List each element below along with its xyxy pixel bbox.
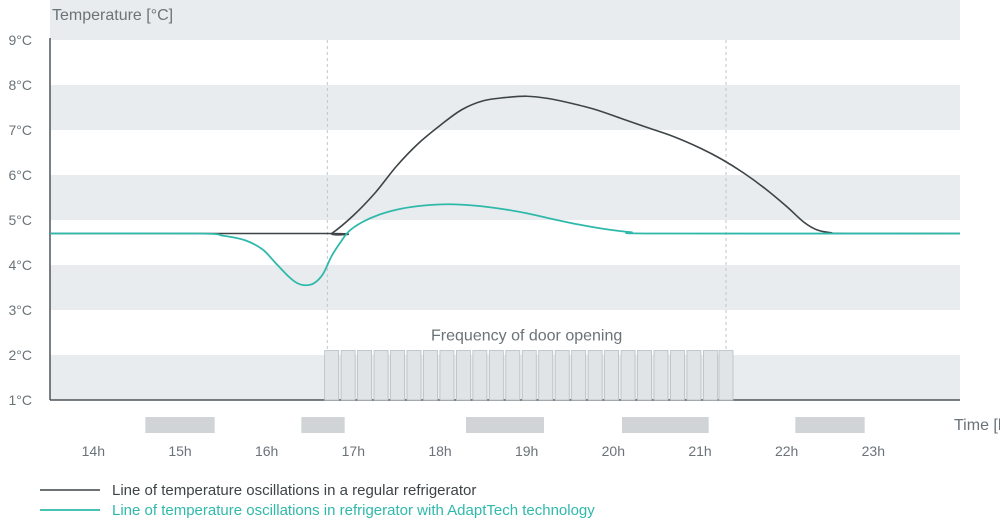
temperature-chart: 1°C 2°C 3°C 4°C 5°C 6°C 7°C 8°C 9°C Temperature [… xyxy=(0,0,1000,523)
grid-band xyxy=(50,175,960,220)
door-bar xyxy=(522,351,536,401)
y-tick-label: 4°C xyxy=(9,257,33,273)
door-bar xyxy=(588,351,602,401)
x-tick-label: 15h xyxy=(168,443,191,459)
y-tick-label: 7°C xyxy=(9,122,33,138)
door-bar xyxy=(489,351,503,401)
door-bar xyxy=(473,351,487,401)
x-tick-label: 23h xyxy=(862,443,885,459)
door-bar xyxy=(605,351,619,401)
x-tick-label: 17h xyxy=(342,443,365,459)
door-bar xyxy=(374,351,388,401)
y-tick-label: 9°C xyxy=(9,32,33,48)
x-tick-label: 21h xyxy=(688,443,711,459)
door-bar xyxy=(572,351,586,401)
door-bar xyxy=(621,351,635,401)
door-bar xyxy=(687,351,701,401)
door-bar xyxy=(358,351,372,401)
grid-band xyxy=(50,85,960,130)
door-bar xyxy=(423,351,437,401)
door-annotation: Frequency of door opening xyxy=(431,328,622,345)
y-axis-title: Temperature [°C] xyxy=(52,7,173,24)
door-bar xyxy=(391,351,405,401)
y-tick-label: 5°C xyxy=(9,212,33,228)
x-tick-label: 20h xyxy=(602,443,625,459)
door-bar xyxy=(341,351,355,401)
door-bar xyxy=(539,351,553,401)
x-tick-label: 19h xyxy=(515,443,538,459)
grid-band xyxy=(50,265,960,310)
x-axis-title: Time [h] xyxy=(954,417,1000,434)
door-bar xyxy=(440,351,454,401)
door-bar xyxy=(670,351,684,401)
x-block xyxy=(466,417,544,433)
x-block xyxy=(145,417,214,433)
y-tick-label: 2°C xyxy=(9,347,33,363)
y-tick-label: 3°C xyxy=(9,302,33,318)
door-bar xyxy=(407,351,421,401)
x-block xyxy=(301,417,344,433)
legend-label: Line of temperature oscillations in refr… xyxy=(112,502,595,519)
y-tick-label: 6°C xyxy=(9,167,33,183)
x-block xyxy=(622,417,709,433)
y-tick-label: 8°C xyxy=(9,77,33,93)
door-bar xyxy=(638,351,652,401)
door-bar xyxy=(719,351,733,401)
x-tick-label: 16h xyxy=(255,443,278,459)
door-bar xyxy=(506,351,520,401)
x-tick-label: 14h xyxy=(82,443,105,459)
door-bar xyxy=(325,351,339,401)
door-bar xyxy=(456,351,470,401)
door-bar xyxy=(654,351,668,401)
legend-label: Line of temperature oscillations in a re… xyxy=(112,482,476,499)
door-bar xyxy=(555,351,569,401)
door-bar xyxy=(703,351,717,401)
chart-background xyxy=(0,0,1000,523)
grid-band xyxy=(50,355,960,400)
x-tick-label: 22h xyxy=(775,443,798,459)
y-tick-label: 1°C xyxy=(9,392,33,408)
x-tick-label: 18h xyxy=(428,443,451,459)
grid-band xyxy=(50,0,960,40)
x-block xyxy=(795,417,864,433)
